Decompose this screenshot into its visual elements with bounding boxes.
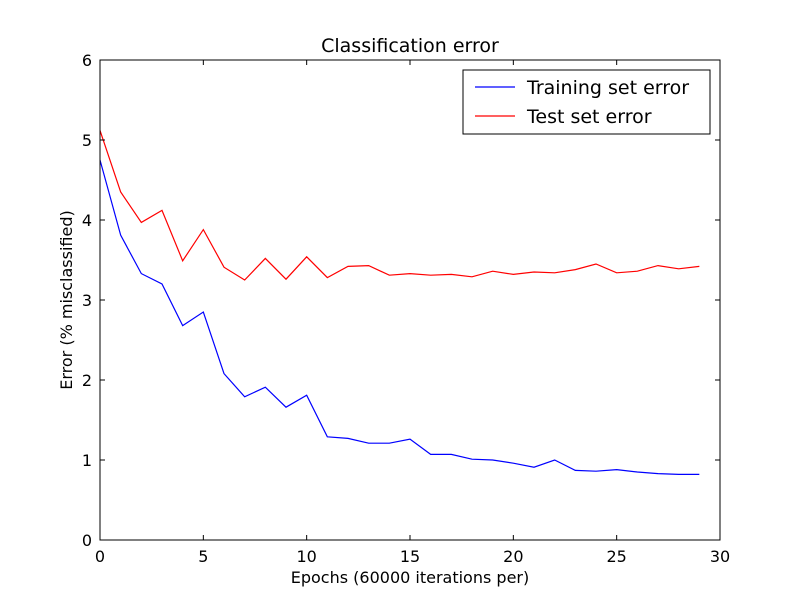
x-tick-label: 30 (710, 547, 730, 566)
x-tick-label: 5 (198, 547, 208, 566)
x-tick-label: 25 (606, 547, 626, 566)
y-tick-label: 0 (82, 531, 92, 550)
x-axis-title: Epochs (60000 iterations per) (291, 568, 529, 587)
y-tick-label: 3 (82, 291, 92, 310)
x-tick-label: 15 (400, 547, 420, 566)
legend-box (462, 69, 711, 135)
ticks-layer: 0 5 10 15 20 25 30 0 1 2 3 4 5 6 (82, 51, 730, 566)
y-tick-label: 1 (82, 451, 92, 470)
chart-title: Classification error (321, 35, 499, 57)
series-line-test-set-error (99, 130, 700, 281)
x-tick-label: 20 (503, 547, 523, 566)
y-tick-label: 5 (82, 131, 92, 150)
x-tick-label: 10 (296, 547, 316, 566)
y-axis-title: Error (% misclassified) (57, 210, 76, 389)
legend: Training set error Test set error (462, 69, 711, 135)
y-tick-label: 4 (82, 211, 92, 230)
x-tick-label: 0 (95, 547, 105, 566)
legend-label: Test set error (526, 106, 652, 128)
y-tick-label: 2 (82, 371, 92, 390)
y-tick-label: 6 (82, 51, 92, 70)
series-layer (99, 130, 700, 475)
series-line-training-set-error (99, 159, 700, 475)
legend-label: Training set error (526, 77, 689, 99)
